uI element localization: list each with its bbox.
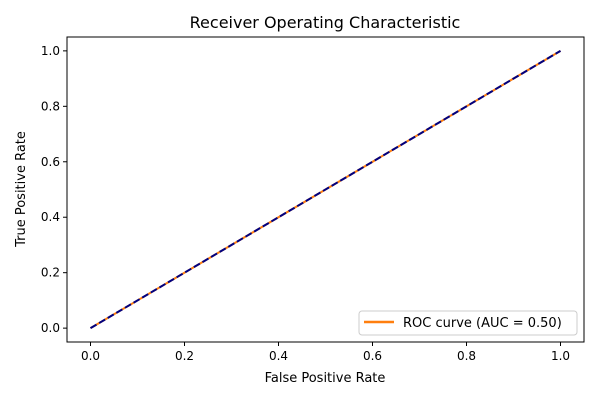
legend: ROC curve (AUC = 0.50) (358, 310, 578, 336)
series-layer (89, 50, 562, 329)
y-axis-ticks: 0.0 0.2 0.4 0.6 0.8 1.0 (41, 44, 67, 335)
legend-box (358, 310, 578, 336)
y-tick-label: 0.6 (41, 155, 60, 169)
x-axis-label: False Positive Rate (265, 371, 386, 386)
x-tick-label: 0.4 (269, 349, 288, 363)
legend-label-roc-curve: ROC curve (AUC = 0.50) (403, 316, 562, 331)
y-tick-label: 1.0 (41, 44, 60, 58)
x-tick-label: 1.0 (551, 349, 570, 363)
y-tick-label: 0.2 (41, 266, 60, 280)
chart-title: Receiver Operating Characteristic (190, 13, 461, 32)
x-tick-label: 0.8 (457, 349, 476, 363)
chance-diagonal-line (89, 50, 562, 329)
x-tick-label: 0.0 (81, 349, 100, 363)
x-axis-ticks: 0.0 0.2 0.4 0.6 0.8 1.0 (81, 342, 570, 363)
plot-frame (66, 36, 585, 343)
y-tick-label: 0.8 (41, 99, 60, 113)
y-tick-label: 0.0 (41, 321, 60, 335)
x-tick-label: 0.2 (175, 349, 194, 363)
y-axis-label: True Positive Rate (14, 131, 29, 248)
y-tick-label: 0.4 (41, 210, 60, 224)
x-tick-label: 0.6 (363, 349, 382, 363)
